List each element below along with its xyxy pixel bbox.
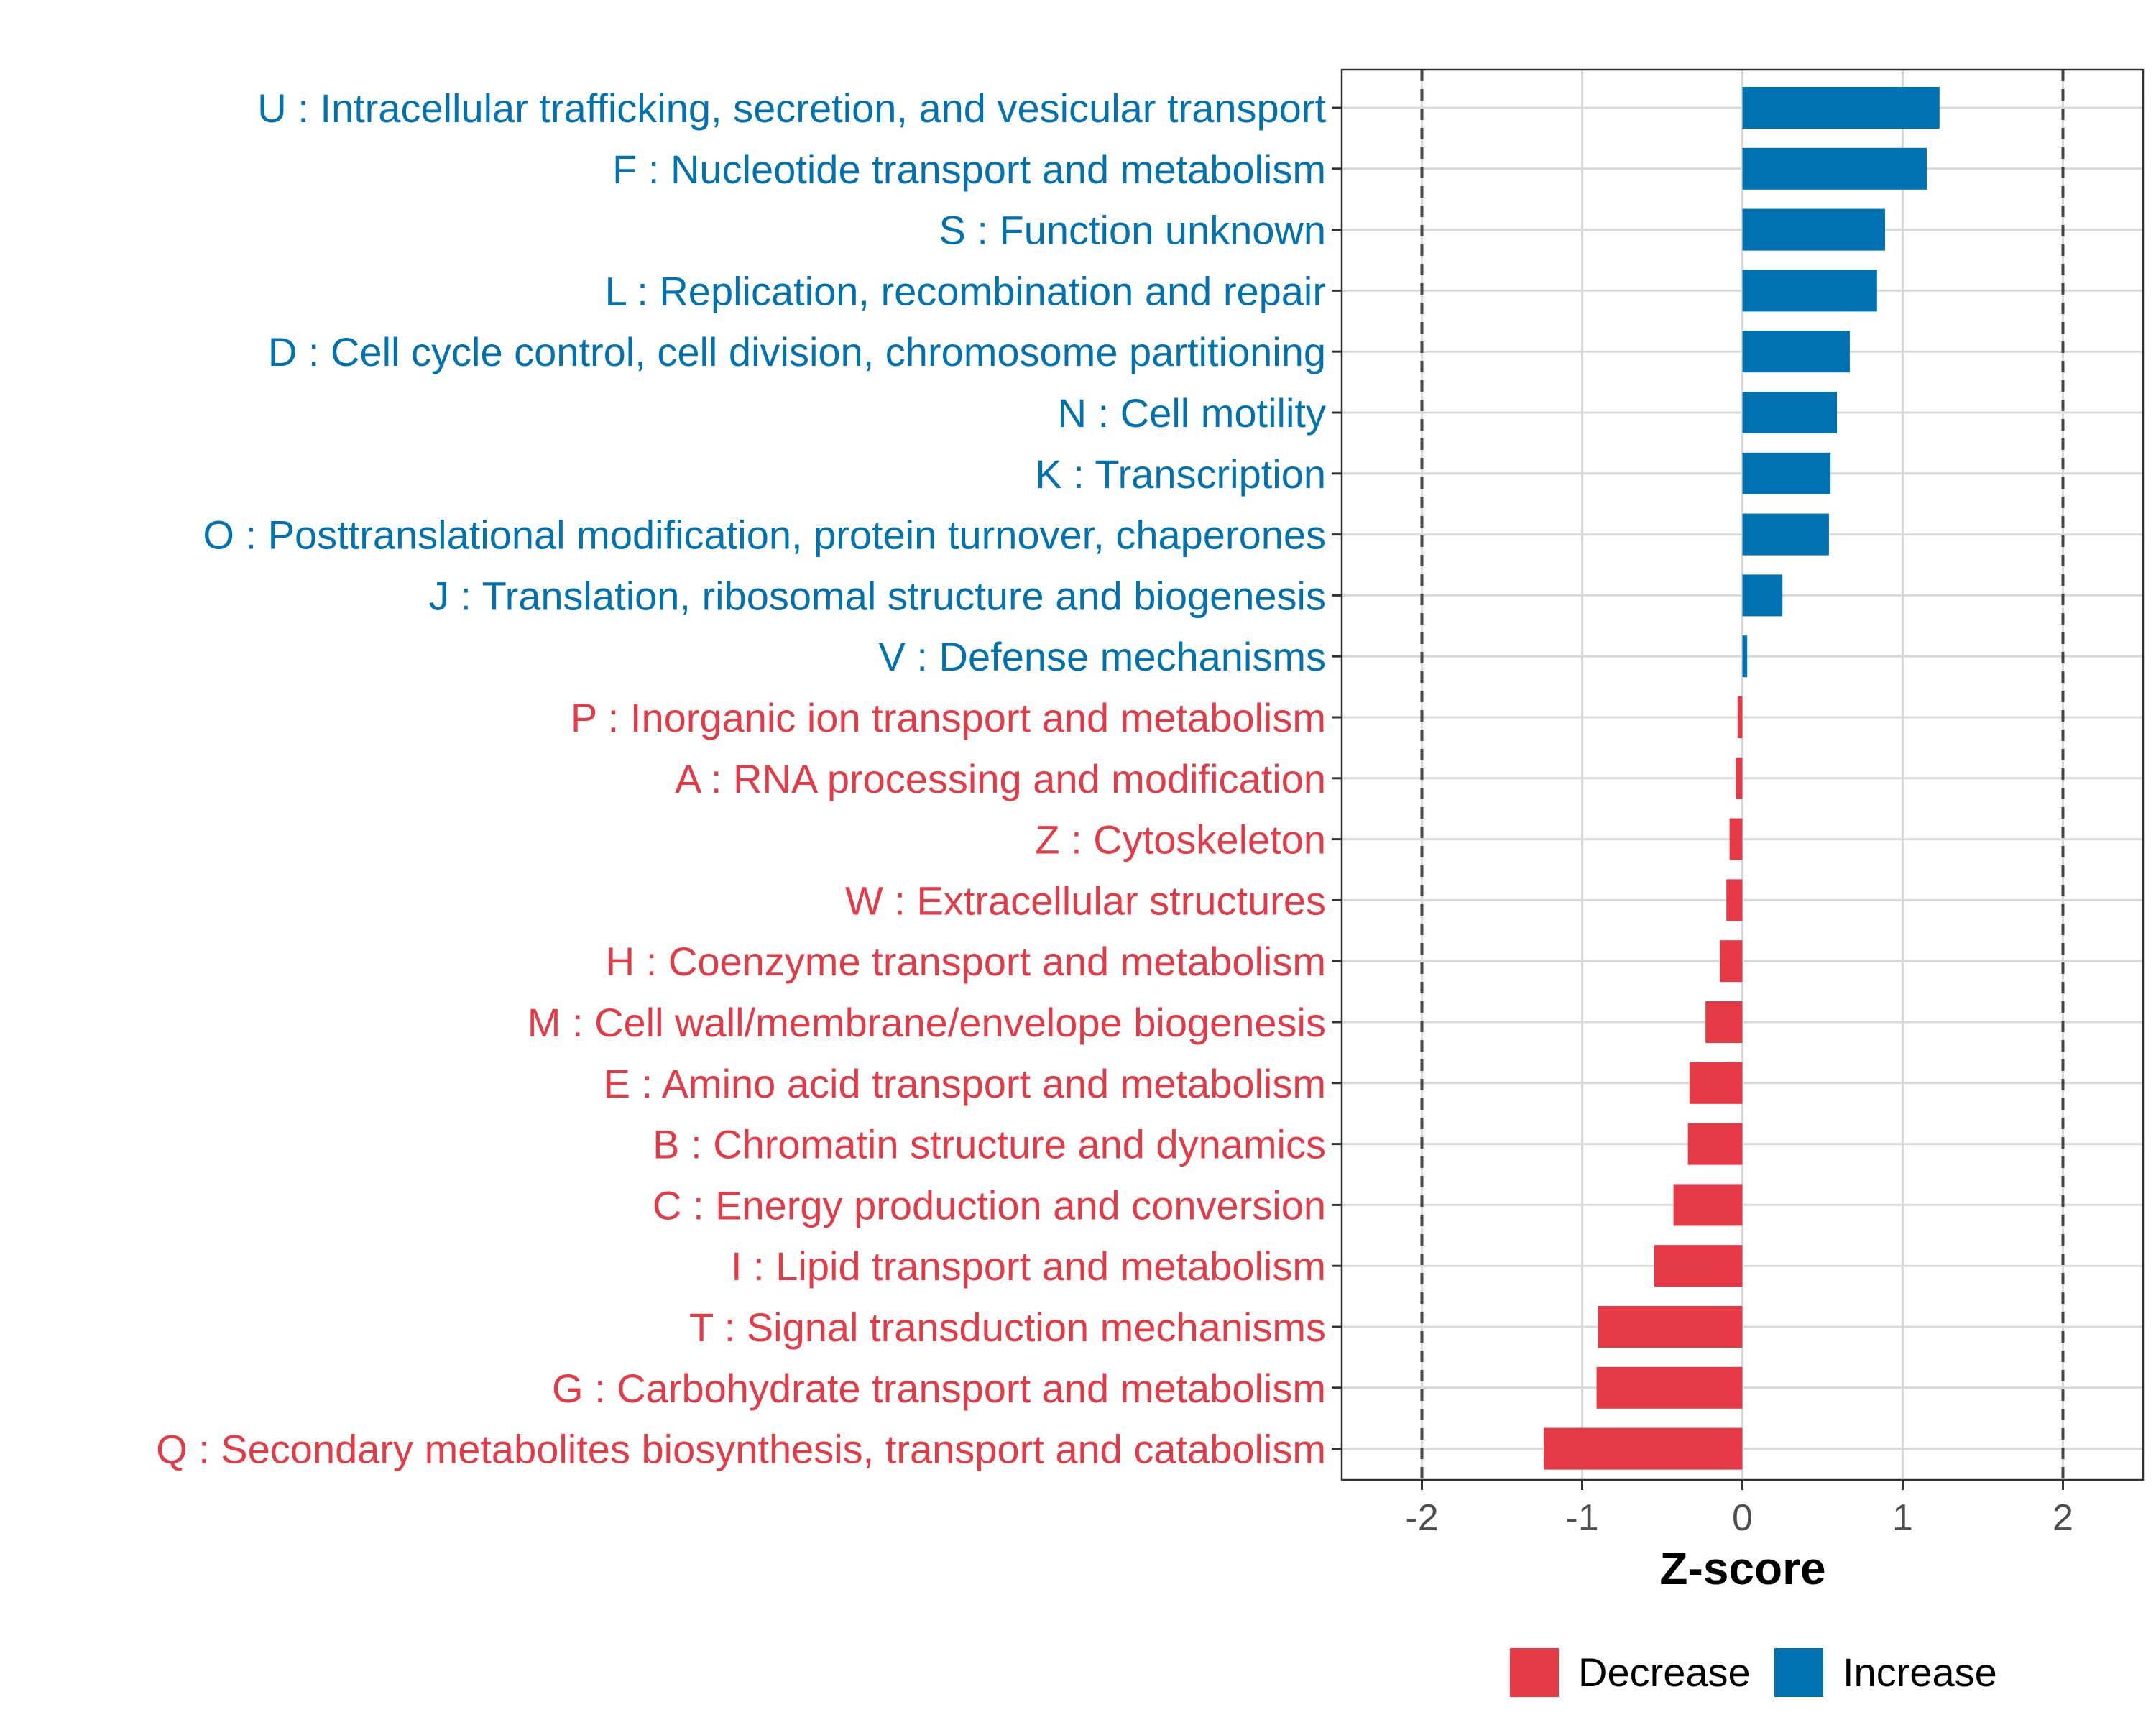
category-label: O : Posttranslational modification, prot… (203, 512, 1326, 558)
category-label: N : Cell motility (1058, 390, 1326, 436)
category-label: U : Intracellular trafficking, secretion… (257, 86, 1326, 131)
bar (1596, 1366, 1743, 1409)
legend: Decrease Increase (1510, 1648, 1997, 1697)
bar (1742, 452, 1831, 494)
category-label: W : Extracellular structures (845, 878, 1326, 923)
category-label: M : Cell wall/membrane/envelope biogenes… (528, 1000, 1326, 1045)
bar (1543, 1427, 1743, 1470)
category-label: B : Chromatin structure and dynamics (653, 1122, 1326, 1167)
category-label: P : Inorganic ion transport and metaboli… (571, 695, 1326, 740)
bar (1726, 879, 1743, 921)
category-label: E : Amino acid transport and metabolism (604, 1061, 1326, 1106)
bars (1543, 87, 1940, 1470)
bar (1654, 1245, 1743, 1287)
bar (1742, 270, 1877, 312)
x-tick-label: -2 (1405, 1497, 1438, 1539)
bar (1687, 1123, 1743, 1165)
category-label: J : Translation, ribosomal structure and… (429, 573, 1326, 618)
x-axis: -2 -1 0 1 2 (1405, 1480, 2073, 1539)
bar (1736, 757, 1743, 799)
x-axis-title: Z-score (1659, 1542, 1825, 1594)
category-label: K : Transcription (1035, 451, 1326, 497)
category-label: T : Signal transduction mechanisms (689, 1305, 1326, 1350)
x-tick-label: 0 (1732, 1497, 1753, 1539)
bar (1742, 147, 1927, 190)
bar (1742, 574, 1783, 617)
category-label: S : Function unknown (939, 208, 1326, 253)
bar (1742, 635, 1748, 678)
bar (1742, 208, 1885, 251)
legend-label: Decrease (1578, 1650, 1751, 1695)
category-label: V : Defense mechanisms (879, 634, 1326, 679)
bar (1737, 696, 1743, 738)
bar (1742, 513, 1829, 556)
bar (1673, 1184, 1743, 1226)
legend-key (1774, 1648, 1823, 1697)
bar (1705, 1001, 1743, 1043)
category-label: Q : Secondary metabolites biosynthesis, … (156, 1427, 1326, 1472)
x-tick-label: 1 (1892, 1497, 1913, 1539)
x-tick-label: 2 (2053, 1497, 2073, 1539)
category-label: Z : Cytoskeleton (1035, 817, 1326, 862)
category-label: C : Energy production and conversion (653, 1182, 1326, 1228)
category-label: F : Nucleotide transport and metabolism (612, 147, 1326, 192)
category-label: H : Coenzyme transport and metabolism (606, 939, 1326, 984)
bar (1729, 818, 1743, 860)
bar (1598, 1306, 1743, 1348)
reference-lines (1420, 70, 2065, 1480)
bar (1720, 940, 1743, 983)
bar (1742, 392, 1838, 433)
category-label: G : Carbohydrate transport and metabolis… (552, 1366, 1326, 1411)
category-label: A : RNA processing and modification (675, 756, 1326, 801)
y-axis: U : Intracellular trafficking, secretion… (156, 86, 1342, 1472)
category-label: L : Replication, recombination and repai… (605, 268, 1326, 313)
x-tick-label: -1 (1565, 1497, 1598, 1539)
bar (1742, 331, 1850, 373)
category-label: I : Lipid transport and metabolism (731, 1243, 1326, 1289)
legend-label: Increase (1843, 1650, 1997, 1695)
bar (1689, 1062, 1743, 1104)
bar (1742, 87, 1940, 129)
category-label: D : Cell cycle control, cell division, c… (268, 329, 1326, 374)
legend-key (1510, 1648, 1559, 1697)
